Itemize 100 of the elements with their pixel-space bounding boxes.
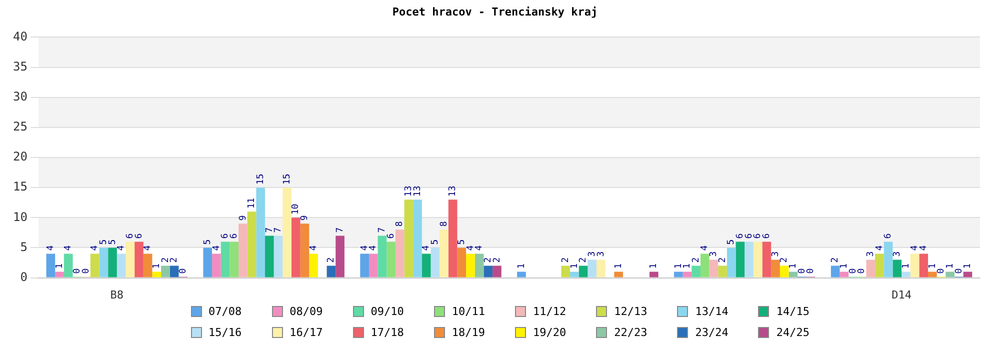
data-label: 2	[578, 257, 589, 263]
data-label: 4	[874, 245, 885, 251]
data-label: 1	[152, 263, 162, 269]
bar	[413, 200, 422, 278]
data-label: 4	[90, 245, 100, 251]
data-label: 5	[726, 239, 737, 245]
bar	[830, 266, 840, 278]
bar	[744, 242, 754, 278]
data-label: 2	[830, 257, 841, 263]
data-label: 4	[46, 245, 56, 251]
bar	[386, 242, 396, 278]
bar	[788, 272, 798, 278]
data-label: 0	[848, 268, 858, 274]
chart-title: Pocet hracov - Trenciansky kraj	[392, 5, 598, 18]
y-tick-label: 10	[12, 210, 28, 224]
data-label: 5	[457, 239, 467, 245]
data-label: 8	[395, 221, 406, 227]
data-label: 0	[72, 268, 83, 274]
data-label: 11	[247, 198, 258, 209]
bar	[910, 254, 920, 278]
data-label: 0	[954, 268, 964, 274]
data-label: 4	[368, 245, 379, 251]
bar	[762, 242, 772, 278]
bar	[256, 188, 266, 278]
bar	[108, 248, 117, 278]
data-label: 4	[466, 245, 476, 251]
legend-label: 19/20	[533, 326, 566, 339]
x-tick-label: D14	[892, 288, 912, 302]
bar	[578, 266, 588, 278]
bar	[274, 236, 283, 278]
y-tick-label: 25	[12, 120, 28, 134]
data-label: 0	[81, 268, 92, 274]
data-label: 4	[918, 245, 929, 251]
data-label: 9	[238, 215, 248, 221]
data-label: 4	[700, 245, 710, 251]
data-label: 1	[614, 263, 624, 269]
data-label: 2	[492, 257, 502, 263]
bar	[884, 242, 893, 278]
data-label: 2	[483, 257, 494, 263]
data-label: 0	[936, 268, 947, 274]
data-label: 1	[570, 263, 580, 269]
data-label: 6	[884, 233, 894, 239]
bar	[230, 242, 239, 278]
data-label: 6	[220, 233, 231, 239]
legend-label: 11/12	[533, 305, 566, 318]
data-label: 4	[212, 245, 222, 251]
bar	[282, 188, 292, 278]
bar	[875, 254, 884, 278]
data-label: 2	[170, 257, 180, 263]
bar	[596, 260, 606, 278]
bar	[674, 272, 683, 278]
data-label: 7	[264, 227, 275, 233]
data-label: 3	[866, 251, 876, 257]
legend-label: 08/09	[290, 305, 323, 318]
bar	[378, 236, 387, 278]
data-label: 2	[160, 257, 171, 263]
bar	[649, 272, 658, 278]
data-label: 4	[910, 245, 920, 251]
y-tick-label: 30	[12, 89, 28, 104]
bar	[326, 266, 336, 278]
data-label: 13	[412, 186, 423, 197]
y-tick-label: 5	[20, 240, 28, 254]
bar	[395, 230, 404, 278]
data-label: 4	[474, 245, 485, 251]
bar	[126, 242, 135, 278]
data-label: 2	[691, 257, 702, 263]
data-label: 10	[291, 204, 302, 215]
data-label: 1	[928, 263, 938, 269]
bar	[866, 260, 876, 278]
bar	[64, 254, 73, 278]
bar	[726, 248, 736, 278]
data-label: 0	[806, 268, 816, 274]
bar	[220, 242, 230, 278]
data-label: 3	[892, 251, 902, 257]
legend-label: 16/17	[290, 326, 323, 339]
bar	[161, 266, 170, 278]
y-tick-label: 0	[20, 270, 28, 284]
bar	[718, 266, 727, 278]
data-label: 13	[404, 186, 414, 197]
bar	[291, 218, 300, 278]
data-label: 1	[54, 263, 65, 269]
bar	[336, 236, 344, 278]
legend-label: 10/11	[452, 305, 485, 318]
legend-label: 23/24	[695, 326, 728, 339]
bar	[919, 254, 928, 278]
bar	[709, 260, 718, 278]
bar	[570, 272, 579, 278]
data-label: 1	[945, 263, 956, 269]
bar	[309, 254, 318, 278]
legend-label: 18/19	[452, 326, 485, 339]
bar	[152, 272, 162, 278]
data-label: 5	[430, 239, 441, 245]
data-label: 5	[202, 239, 213, 245]
bar	[203, 248, 212, 278]
bar	[484, 266, 493, 278]
bar	[212, 254, 221, 278]
data-label: 7	[335, 227, 346, 233]
data-label: 2	[718, 257, 728, 263]
data-label: 0	[797, 268, 808, 274]
legend-label: 24/25	[776, 326, 810, 339]
